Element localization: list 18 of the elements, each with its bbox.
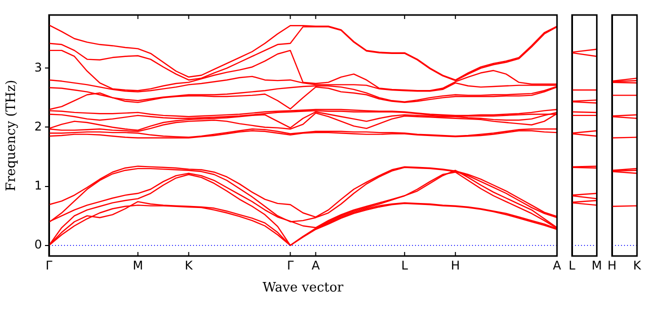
x-tick-label: A: [312, 258, 321, 272]
x-tick-label: K: [184, 258, 194, 272]
y-tick-label: 2: [34, 119, 42, 134]
x-tick-label: Γ: [286, 258, 294, 272]
x-tick-label: A: [552, 258, 562, 272]
y-axis-title: Frequency (THz): [4, 80, 20, 192]
x-tick-label: M: [592, 258, 602, 272]
x-tick-label: H: [607, 258, 617, 272]
x-tick-label: K: [633, 258, 642, 272]
y-tick-label: 1: [34, 178, 42, 192]
y-tick-label: 0: [34, 237, 42, 252]
y-tick-label: 3: [34, 60, 42, 74]
x-axis-title: Wave vector: [262, 280, 344, 296]
x-tick-label: H: [450, 258, 460, 272]
x-tick-label: M: [132, 258, 144, 272]
x-tick-label: L: [401, 258, 408, 272]
x-tick-label: Γ: [46, 258, 53, 272]
x-tick-label: L: [568, 258, 576, 272]
